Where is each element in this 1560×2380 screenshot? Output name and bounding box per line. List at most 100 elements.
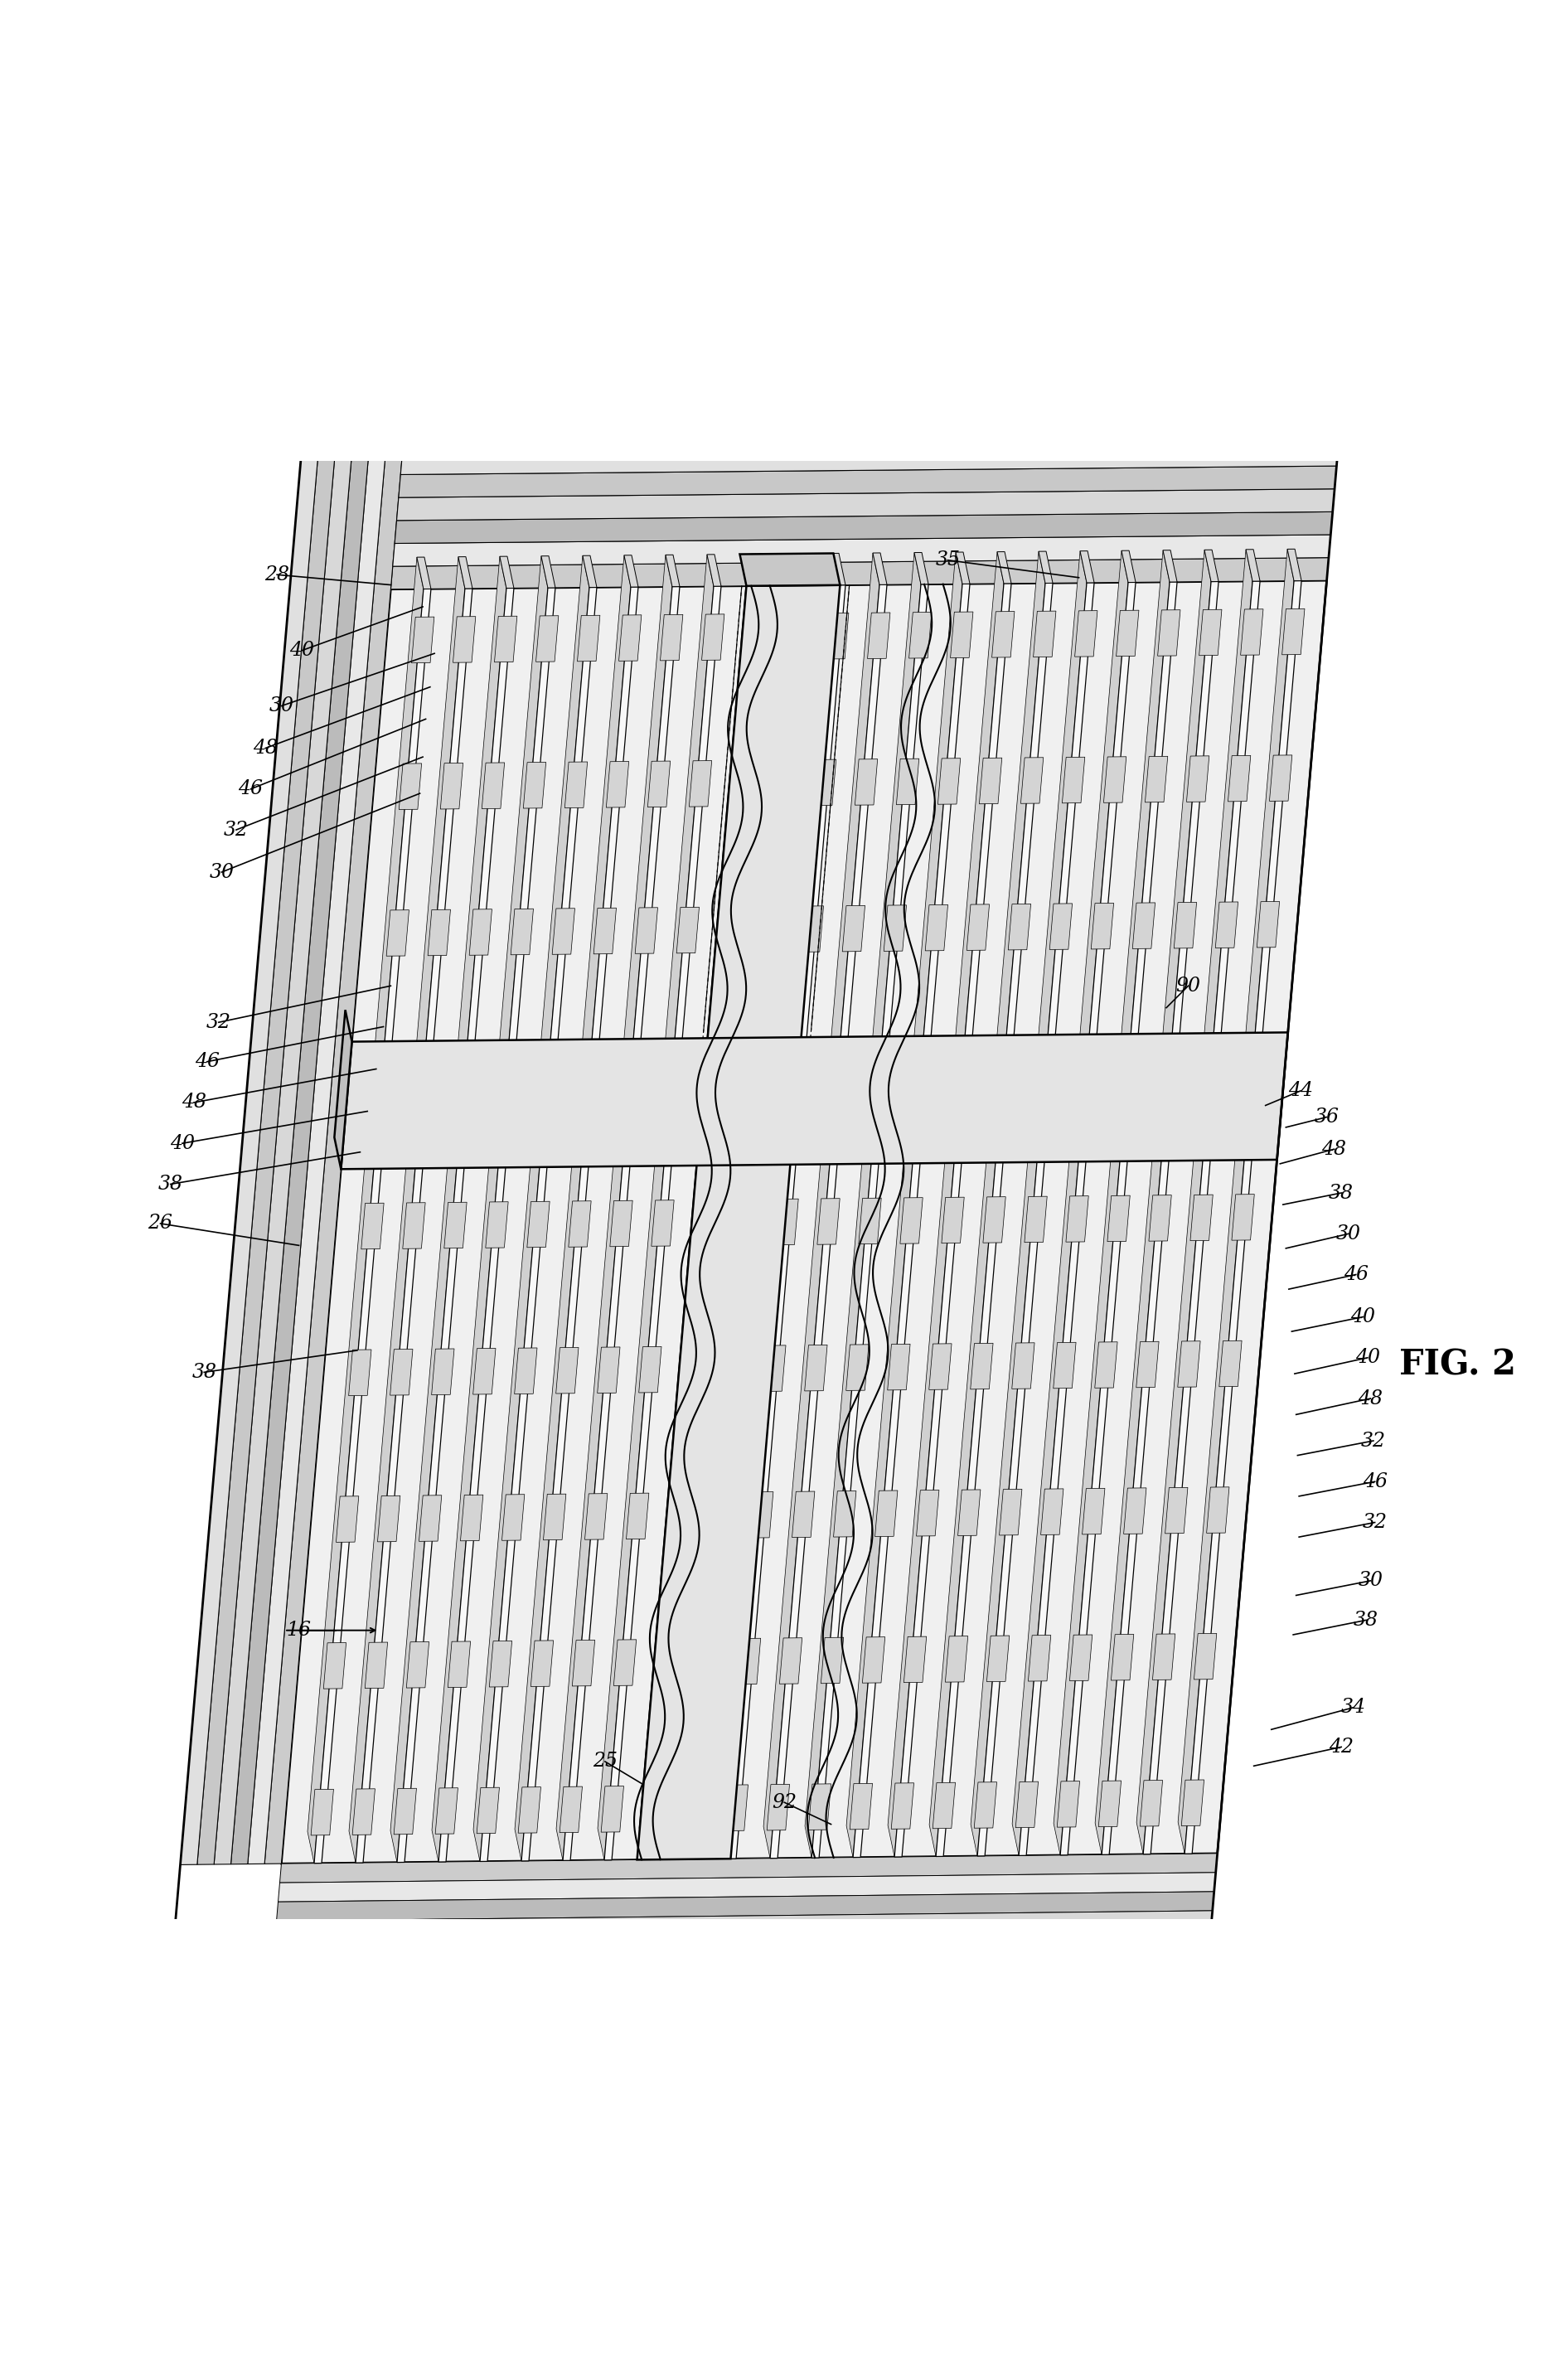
Polygon shape	[515, 555, 630, 1861]
Text: 36: 36	[1314, 1107, 1338, 1126]
Polygon shape	[853, 583, 970, 1856]
Polygon shape	[970, 552, 1087, 1856]
Text: 44: 44	[1289, 1081, 1314, 1100]
Polygon shape	[683, 1785, 707, 1830]
Text: 90: 90	[1176, 976, 1201, 995]
Text: 48: 48	[1321, 1140, 1346, 1159]
Polygon shape	[702, 614, 724, 659]
Text: FIG. 2: FIG. 2	[1399, 1347, 1516, 1383]
Polygon shape	[622, 1054, 646, 1100]
Polygon shape	[788, 1052, 811, 1100]
Polygon shape	[1053, 1342, 1076, 1388]
Polygon shape	[1145, 757, 1168, 802]
Polygon shape	[747, 1052, 769, 1100]
Polygon shape	[279, 1854, 1217, 1883]
Polygon shape	[867, 612, 891, 659]
Polygon shape	[1061, 583, 1178, 1854]
Polygon shape	[813, 759, 836, 804]
Polygon shape	[577, 616, 601, 662]
Polygon shape	[903, 1637, 927, 1683]
Polygon shape	[365, 1642, 387, 1687]
Polygon shape	[956, 552, 970, 583]
Text: 32: 32	[1360, 1430, 1385, 1449]
Polygon shape	[537, 616, 558, 662]
Polygon shape	[805, 1345, 827, 1390]
Polygon shape	[842, 904, 864, 952]
Polygon shape	[580, 1054, 604, 1100]
Polygon shape	[585, 1495, 607, 1540]
Polygon shape	[646, 585, 763, 1859]
Polygon shape	[780, 1637, 802, 1685]
Polygon shape	[499, 557, 513, 588]
Polygon shape	[1257, 902, 1279, 947]
Polygon shape	[607, 762, 629, 807]
Polygon shape	[197, 452, 335, 1864]
Polygon shape	[626, 1492, 649, 1540]
Polygon shape	[473, 555, 590, 1861]
Polygon shape	[995, 1050, 1019, 1097]
Polygon shape	[265, 452, 402, 1864]
Text: 38: 38	[1329, 1183, 1354, 1202]
Polygon shape	[750, 1492, 774, 1537]
Polygon shape	[863, 1637, 885, 1683]
Polygon shape	[1136, 1342, 1159, 1388]
Polygon shape	[1204, 550, 1218, 581]
Polygon shape	[978, 583, 1094, 1856]
Polygon shape	[763, 552, 880, 1859]
Polygon shape	[480, 588, 597, 1861]
Polygon shape	[987, 1635, 1009, 1683]
Polygon shape	[401, 443, 1338, 474]
Polygon shape	[353, 1790, 374, 1835]
Polygon shape	[668, 1492, 691, 1540]
Text: 46: 46	[195, 1052, 220, 1071]
Polygon shape	[452, 616, 476, 662]
Polygon shape	[402, 1202, 426, 1250]
Polygon shape	[396, 488, 1335, 521]
Polygon shape	[1039, 552, 1053, 583]
Polygon shape	[1153, 1633, 1175, 1680]
Polygon shape	[1065, 1195, 1089, 1242]
Polygon shape	[515, 1347, 537, 1395]
Polygon shape	[1075, 612, 1097, 657]
Polygon shape	[1037, 1050, 1059, 1095]
Polygon shape	[624, 555, 638, 588]
Polygon shape	[415, 1057, 438, 1102]
Polygon shape	[636, 585, 839, 1859]
Polygon shape	[846, 1345, 869, 1390]
Polygon shape	[323, 1642, 346, 1690]
Polygon shape	[378, 1495, 401, 1542]
Polygon shape	[858, 1197, 881, 1245]
Polygon shape	[680, 555, 797, 1859]
Text: 32: 32	[223, 821, 248, 840]
Polygon shape	[583, 555, 597, 588]
Polygon shape	[897, 759, 919, 804]
Polygon shape	[563, 585, 680, 1861]
Polygon shape	[992, 612, 1014, 657]
Polygon shape	[417, 557, 431, 588]
Polygon shape	[1181, 1780, 1204, 1825]
Polygon shape	[557, 555, 672, 1861]
Polygon shape	[498, 1054, 521, 1102]
Polygon shape	[530, 1640, 554, 1687]
Polygon shape	[395, 512, 1332, 543]
Polygon shape	[1245, 1047, 1267, 1095]
Polygon shape	[490, 1640, 512, 1687]
Polygon shape	[749, 555, 763, 585]
Polygon shape	[725, 1785, 749, 1830]
Polygon shape	[1203, 1047, 1226, 1095]
Text: 30: 30	[268, 697, 293, 716]
Polygon shape	[680, 1347, 704, 1392]
Text: 28: 28	[265, 564, 290, 583]
Polygon shape	[387, 909, 409, 957]
Polygon shape	[594, 907, 616, 954]
Text: 30: 30	[1337, 1223, 1360, 1242]
Polygon shape	[248, 452, 385, 1864]
Polygon shape	[967, 904, 989, 950]
Polygon shape	[1133, 902, 1154, 950]
Polygon shape	[1120, 1050, 1142, 1095]
Text: 26: 26	[148, 1214, 173, 1233]
Polygon shape	[705, 1054, 729, 1100]
Polygon shape	[665, 1054, 686, 1100]
Polygon shape	[833, 1490, 856, 1537]
Text: 32: 32	[1362, 1514, 1387, 1533]
